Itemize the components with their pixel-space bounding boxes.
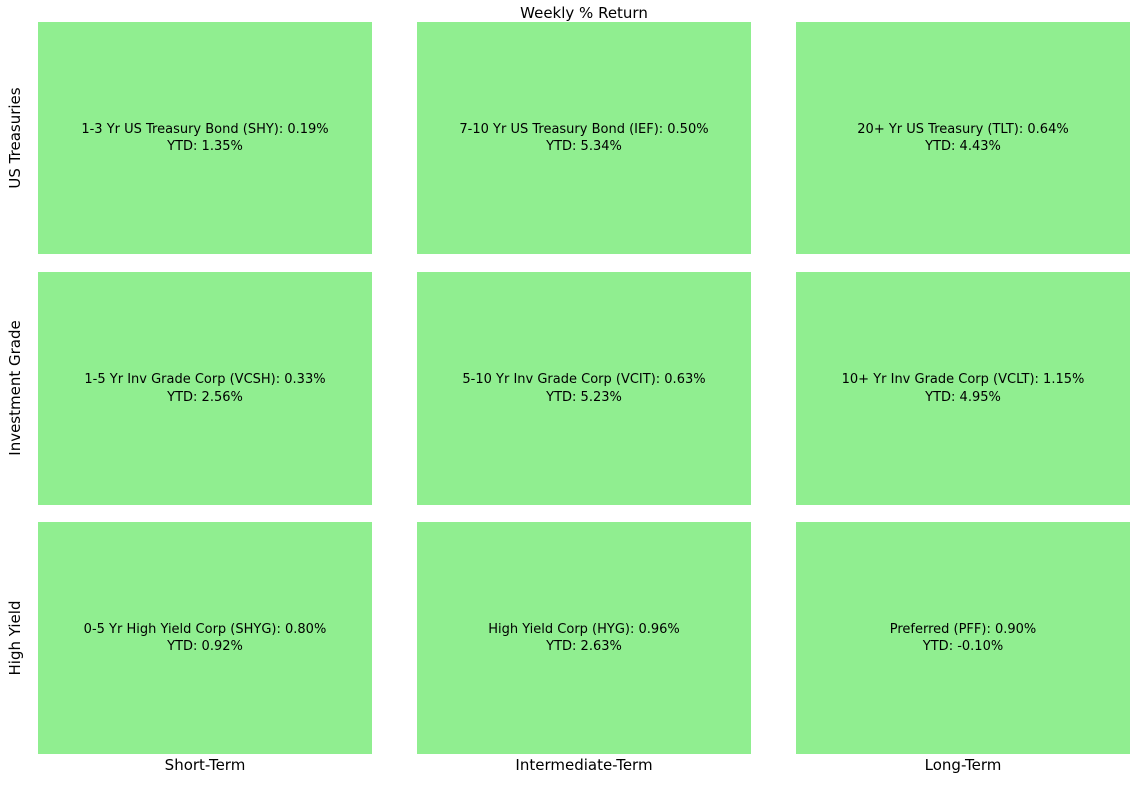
cell-weekly-label: 5-10 Yr Inv Grade Corp (VCIT): 0.63% xyxy=(462,372,706,387)
row-label-investment-grade: Investment Grade xyxy=(6,320,24,456)
cell-ytd-label: YTD: 4.43% xyxy=(925,139,1001,154)
cell-ytd-label: YTD: 4.95% xyxy=(925,389,1001,405)
col-label-long-term: Long-Term xyxy=(924,756,1002,774)
cell-investment-grade-short-term: 1-5 Yr Inv Grade Corp (VCSH): 0.33% YTD:… xyxy=(38,272,372,505)
cell-us-treasuries-short-term: 1-3 Yr US Treasury Bond (SHY): 0.19% YTD… xyxy=(38,22,372,254)
cell-weekly-label: 7-10 Yr US Treasury Bond (IEF): 0.50% xyxy=(459,121,709,137)
cell-ytd-label: YTD: -0.10% xyxy=(922,639,1004,654)
cell-ytd-label: YTD: 2.63% xyxy=(546,639,622,654)
cell-ytd-label: YTD: 2.56% xyxy=(167,389,243,405)
cell-ytd-label: YTD: 1.35% xyxy=(167,139,243,154)
cell-weekly-label: High Yield Corp (HYG): 0.96% xyxy=(488,621,680,637)
col-label-intermediate-term: Intermediate-Term xyxy=(515,756,653,774)
cell-weekly-label: 20+ Yr US Treasury (TLT): 0.64% xyxy=(857,121,1069,137)
row-label-us-treasuries: US Treasuries xyxy=(6,87,24,189)
row-label-high-yield: High Yield xyxy=(6,600,24,676)
cell-investment-grade-intermediate-term: 5-10 Yr Inv Grade Corp (VCIT): 0.63% YTD… xyxy=(417,272,751,505)
chart-title: Weekly % Return xyxy=(520,4,648,22)
cell-ytd-label: YTD: 0.92% xyxy=(167,639,243,654)
col-label-short-term: Short-Term xyxy=(164,756,246,774)
cell-ytd-label: YTD: 5.34% xyxy=(546,139,622,154)
cell-weekly-label: 10+ Yr Inv Grade Corp (VCLT): 1.15% xyxy=(841,372,1085,387)
cell-weekly-label: 1-3 Yr US Treasury Bond (SHY): 0.19% xyxy=(81,121,329,137)
cell-us-treasuries-long-term: 20+ Yr US Treasury (TLT): 0.64% YTD: 4.4… xyxy=(796,22,1130,254)
cell-investment-grade-long-term: 10+ Yr Inv Grade Corp (VCLT): 1.15% YTD:… xyxy=(796,272,1130,505)
cell-high-yield-intermediate-term: High Yield Corp (HYG): 0.96% YTD: 2.63% xyxy=(417,522,751,754)
cell-ytd-label: YTD: 5.23% xyxy=(546,389,622,405)
cell-us-treasuries-intermediate-term: 7-10 Yr US Treasury Bond (IEF): 0.50% YT… xyxy=(417,22,751,254)
cell-weekly-label: Preferred (PFF): 0.90% xyxy=(889,621,1037,637)
cell-weekly-label: 1-5 Yr Inv Grade Corp (VCSH): 0.33% xyxy=(84,372,326,387)
cell-high-yield-long-term: Preferred (PFF): 0.90% YTD: -0.10% xyxy=(796,522,1130,754)
cell-high-yield-short-term: 0-5 Yr High Yield Corp (SHYG): 0.80% YTD… xyxy=(38,522,372,754)
cell-weekly-label: 0-5 Yr High Yield Corp (SHYG): 0.80% xyxy=(83,621,327,637)
